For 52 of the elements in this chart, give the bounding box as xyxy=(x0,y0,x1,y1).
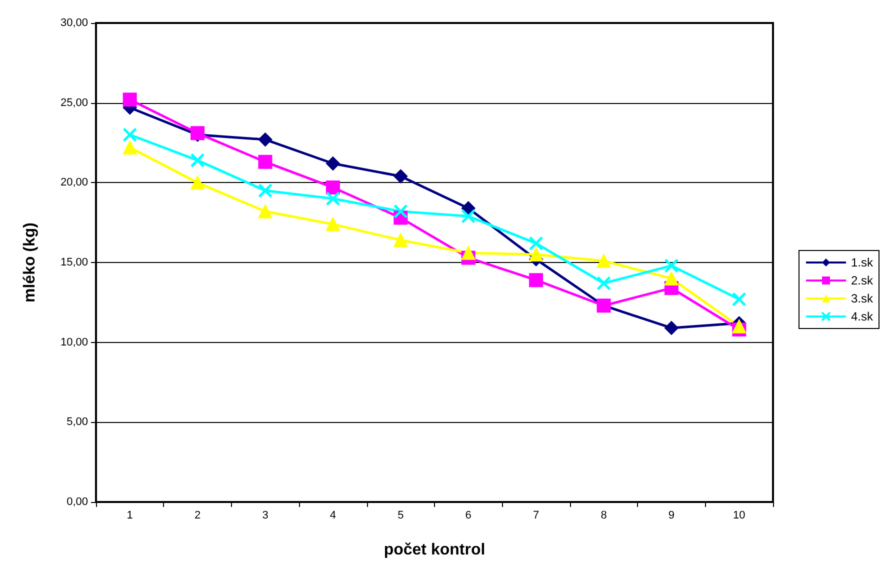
x-tick-label: 2 xyxy=(194,510,201,522)
point xyxy=(732,319,746,334)
x-tick-label: 6 xyxy=(465,510,472,522)
point xyxy=(596,276,611,291)
legend-label: 2.sk xyxy=(850,274,874,288)
point xyxy=(258,183,272,198)
point xyxy=(122,92,137,107)
legend-label: 4.sk xyxy=(850,310,874,324)
point xyxy=(258,154,272,169)
point xyxy=(394,169,408,184)
point xyxy=(393,204,408,219)
y-tick-label: 10,00 xyxy=(60,336,88,348)
legend-label: 1.sk xyxy=(850,256,874,270)
x-tick-label: 3 xyxy=(262,510,268,522)
point xyxy=(258,204,272,218)
legend-label: 3.sk xyxy=(850,292,874,306)
point xyxy=(664,320,678,335)
x-tick-label: 9 xyxy=(668,510,675,522)
point xyxy=(326,191,340,206)
y-tick-label: 30,00 xyxy=(60,17,88,29)
point xyxy=(664,258,679,273)
point xyxy=(664,271,678,286)
y-tick-label: 20,00 xyxy=(60,176,88,189)
point xyxy=(529,248,544,262)
y-tick-label: 25,00 xyxy=(60,96,88,109)
point xyxy=(461,208,476,224)
point xyxy=(190,153,205,168)
point xyxy=(326,180,340,194)
y-tick-label: 15,00 xyxy=(60,256,88,268)
point xyxy=(394,233,408,248)
point xyxy=(596,254,611,268)
x-axis-title: počet kontrol xyxy=(384,542,486,558)
x-tick-label: 5 xyxy=(398,510,404,522)
y-tick-label: 0,00 xyxy=(66,496,88,508)
x-tick-label: 10 xyxy=(733,510,746,522)
point xyxy=(122,128,138,142)
point xyxy=(529,273,544,288)
point xyxy=(528,236,544,251)
point xyxy=(461,246,476,260)
y-axis-title: mléko (kg) xyxy=(22,222,38,303)
point xyxy=(258,132,272,147)
point xyxy=(326,217,340,232)
point xyxy=(190,176,205,190)
point xyxy=(326,156,340,171)
x-tick-label: 4 xyxy=(330,510,336,522)
x-tick-label: 1 xyxy=(126,510,133,522)
x-tick-label: 7 xyxy=(532,510,540,522)
point xyxy=(732,292,746,306)
point xyxy=(122,140,137,155)
x-tick-label: 8 xyxy=(600,510,607,522)
point xyxy=(461,201,476,216)
y-tick-label: 5,00 xyxy=(66,416,88,428)
